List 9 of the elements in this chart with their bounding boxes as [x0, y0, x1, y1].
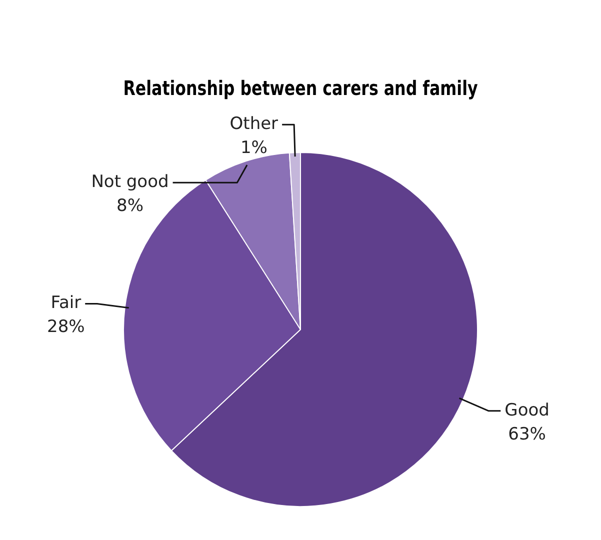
chart-title: Relationship between carers and family — [123, 77, 478, 101]
slice-label: Good — [504, 400, 550, 420]
data-label: 28% — [47, 317, 85, 338]
slice-label: Not good — [91, 172, 169, 192]
slice-label: Fair — [50, 293, 82, 314]
data-label: 63% — [508, 424, 546, 444]
data-label: 8% — [116, 196, 144, 216]
data-label: 1% — [240, 138, 268, 158]
slice-label: Other — [230, 114, 278, 134]
